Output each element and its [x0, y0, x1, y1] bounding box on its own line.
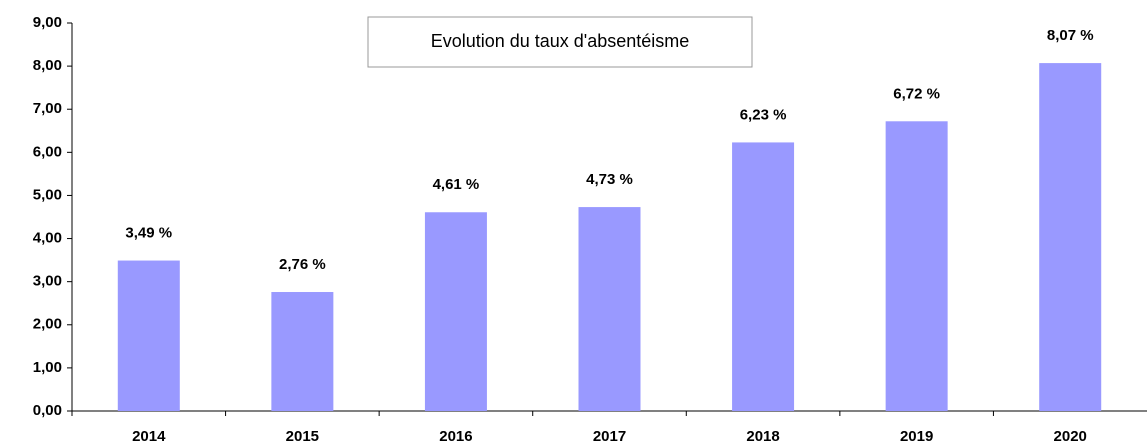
data-label: 6,23 %: [740, 106, 787, 123]
bar: [424, 212, 487, 411]
x-tick-label: 2017: [593, 428, 626, 445]
x-tick-label: 2015: [286, 428, 319, 445]
x-tick-label: 2014: [132, 428, 166, 445]
y-tick-label: 4,00: [33, 230, 62, 247]
y-tick-label: 9,00: [33, 14, 62, 31]
y-tick-label: 3,00: [33, 273, 62, 290]
y-tick-label: 0,00: [33, 402, 62, 419]
bar: [271, 292, 334, 411]
y-tick-label: 5,00: [33, 186, 62, 203]
y-tick-label: 7,00: [33, 100, 62, 117]
bar: [578, 207, 641, 411]
x-tick-label: 2020: [1054, 428, 1087, 445]
y-tick-label: 2,00: [33, 316, 62, 333]
y-tick-label: 8,00: [33, 57, 62, 74]
x-tick-label: 2019: [900, 428, 933, 445]
data-label: 8,07 %: [1047, 27, 1094, 44]
chart-title: Evolution du taux d'absentéisme: [431, 31, 690, 51]
data-label: 4,61 %: [433, 176, 480, 193]
data-label: 2,76 %: [279, 256, 326, 273]
bar: [117, 260, 180, 411]
x-tick-label: 2016: [439, 428, 472, 445]
data-label: 4,73 %: [586, 171, 633, 188]
bar: [1039, 63, 1102, 412]
bar: [885, 121, 948, 411]
title-box: [367, 16, 753, 68]
y-tick-label: 6,00: [33, 143, 62, 160]
y-tick-label: 1,00: [33, 359, 62, 376]
x-tick-label: 2018: [746, 428, 779, 445]
data-label: 6,72 %: [893, 85, 940, 102]
bar: [732, 142, 795, 411]
data-label: 3,49 %: [125, 225, 172, 242]
